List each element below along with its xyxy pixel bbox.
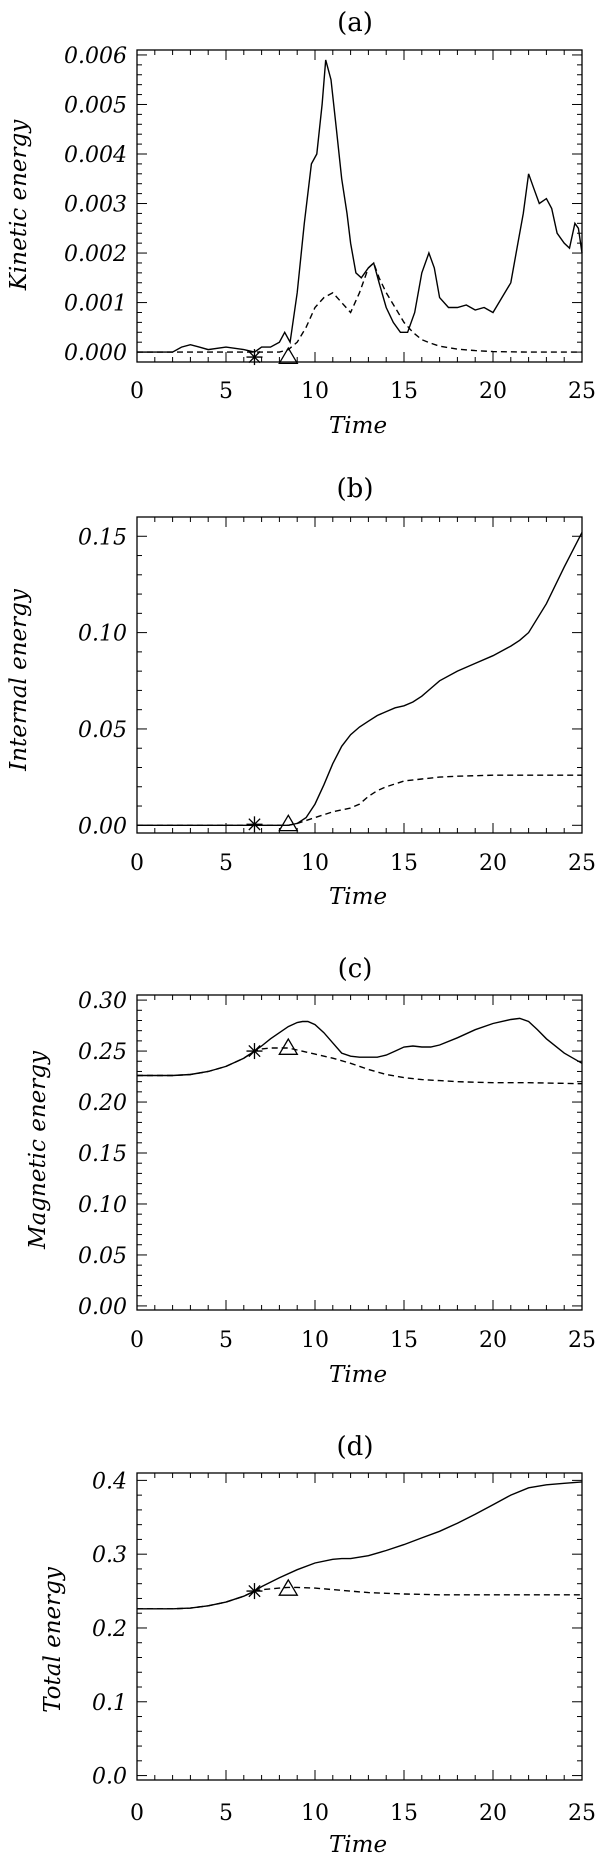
triangle-marker xyxy=(278,346,299,364)
x-tick-label: 10 xyxy=(301,379,329,404)
x-tick-label: 20 xyxy=(479,1801,507,1826)
x-tick-label: 10 xyxy=(301,851,329,876)
dashed-series-line xyxy=(137,774,582,826)
y-tick-label: 0.001 xyxy=(64,292,127,317)
y-tick-label: 0.2 xyxy=(92,1617,127,1642)
dashed-series-line xyxy=(137,1586,582,1610)
x-tick-label: 25 xyxy=(568,379,596,404)
y-tick-label: 0.05 xyxy=(78,1244,127,1269)
total-energy-panel: (d) Total energy Time 0 5 10 15 20 25 0.0 0.1 0.… xyxy=(40,1432,596,1857)
x-tick-label: 5 xyxy=(219,379,233,404)
x-tick-label: 0 xyxy=(130,1328,144,1353)
plot-frame xyxy=(136,1472,583,1781)
y-tick-label: 0.003 xyxy=(64,193,127,218)
plot-frame xyxy=(136,49,583,363)
panel-title: (d) xyxy=(337,1432,374,1462)
y-axis-title: Kinetic energy xyxy=(6,119,32,292)
solid-series-line xyxy=(137,59,583,353)
star-marker xyxy=(246,1583,263,1600)
x-axis-title: Time xyxy=(329,1362,387,1388)
y-tick-label: 0.30 xyxy=(78,989,127,1014)
y-tick-label: 0.006 xyxy=(64,44,127,69)
x-tick-label: 0 xyxy=(130,1801,144,1826)
y-tick-label: 0.004 xyxy=(64,143,127,168)
triangle-marker xyxy=(278,1037,299,1055)
x-tick-label: 15 xyxy=(390,851,418,876)
x-tick-label: 0 xyxy=(130,379,144,404)
y-tick-label: 0.3 xyxy=(92,1543,127,1568)
y-axis-title: Total energy xyxy=(40,1566,66,1713)
y-tick-label: 0.20 xyxy=(78,1091,127,1116)
y-tick-label: 0.000 xyxy=(64,341,127,366)
y-tick-label: 0.15 xyxy=(78,1142,127,1167)
y-tick-label: 0.10 xyxy=(78,622,127,647)
y-tick-label: 0.15 xyxy=(78,525,127,550)
y-axis-title: Magnetic energy xyxy=(25,1050,51,1250)
y-tick-label: 0.10 xyxy=(78,1193,127,1218)
y-tick-label: 0.005 xyxy=(64,93,127,118)
x-axis-title: Time xyxy=(329,413,387,439)
x-tick-label: 5 xyxy=(219,1328,233,1353)
star-marker xyxy=(246,349,263,366)
internal-energy-panel: (b) Internal energy Time 0 5 10 15 20 25 0.00 0… xyxy=(6,474,596,910)
solid-series-line xyxy=(137,1481,583,1610)
x-tick-label: 20 xyxy=(479,379,507,404)
panel-title: (c) xyxy=(338,954,373,984)
x-tick-label: 5 xyxy=(219,1801,233,1826)
x-tick-label: 0 xyxy=(130,851,144,876)
x-axis-title: Time xyxy=(329,1832,387,1857)
x-tick-label: 10 xyxy=(301,1328,329,1353)
y-tick-label: 0.4 xyxy=(92,1469,127,1494)
solid-series-line xyxy=(137,532,583,826)
panel-title: (a) xyxy=(337,8,373,38)
x-tick-label: 15 xyxy=(390,1801,418,1826)
x-axis-title: Time xyxy=(329,884,387,910)
y-tick-label: 0.05 xyxy=(78,718,127,743)
y-tick-label: 0.00 xyxy=(78,1295,127,1320)
kinetic-energy-panel: (a) Kinetic energy Time 0 5 10 15 20 25 0.000 0… xyxy=(6,8,596,439)
y-tick-label: 0.00 xyxy=(78,814,127,839)
panel-title: (b) xyxy=(337,474,374,504)
y-tick-label: 0.25 xyxy=(78,1040,127,1065)
triangle-marker xyxy=(278,1578,299,1596)
dashed-series-line xyxy=(137,261,582,353)
plot-frame xyxy=(136,516,583,834)
y-tick-label: 0.1 xyxy=(92,1691,127,1716)
star-marker xyxy=(246,816,263,833)
x-tick-label: 20 xyxy=(479,1328,507,1353)
plot-frame xyxy=(136,994,583,1311)
x-tick-label: 25 xyxy=(568,1328,596,1353)
x-tick-label: 15 xyxy=(390,379,418,404)
x-tick-label: 25 xyxy=(568,851,596,876)
triangle-marker xyxy=(278,814,299,832)
x-tick-label: 5 xyxy=(219,851,233,876)
y-tick-label: 0.0 xyxy=(92,1765,127,1790)
x-tick-label: 10 xyxy=(301,1801,329,1826)
x-tick-label: 15 xyxy=(390,1328,418,1353)
star-marker xyxy=(246,1043,263,1060)
y-axis-title: Internal energy xyxy=(6,588,32,772)
x-tick-label: 25 xyxy=(568,1801,596,1826)
y-tick-label: 0.002 xyxy=(64,242,127,267)
dashed-series-line xyxy=(137,1047,583,1085)
magnetic-energy-panel: (c) Magnetic energy Time 0 5 10 15 20 25 0.00 0… xyxy=(25,954,596,1388)
x-tick-label: 20 xyxy=(479,851,507,876)
